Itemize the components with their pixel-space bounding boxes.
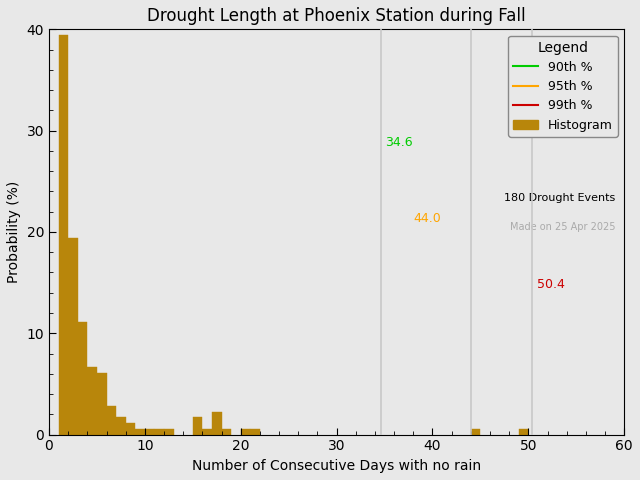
Bar bbox=[241, 429, 250, 434]
Bar bbox=[519, 429, 529, 434]
Y-axis label: Probability (%): Probability (%) bbox=[7, 181, 21, 283]
Bar bbox=[471, 429, 481, 434]
Bar bbox=[250, 429, 260, 434]
Bar bbox=[97, 373, 106, 434]
Bar bbox=[125, 423, 135, 434]
Bar bbox=[154, 429, 164, 434]
Bar bbox=[145, 429, 154, 434]
Text: 44.0: 44.0 bbox=[413, 212, 441, 225]
Bar bbox=[193, 418, 202, 434]
X-axis label: Number of Consecutive Days with no rain: Number of Consecutive Days with no rain bbox=[192, 459, 481, 473]
Bar bbox=[106, 406, 116, 434]
Bar bbox=[135, 429, 145, 434]
Bar bbox=[77, 322, 87, 434]
Text: 34.6: 34.6 bbox=[385, 136, 413, 149]
Bar bbox=[116, 418, 125, 434]
Bar bbox=[164, 429, 173, 434]
Title: Drought Length at Phoenix Station during Fall: Drought Length at Phoenix Station during… bbox=[147, 7, 526, 25]
Bar bbox=[87, 367, 97, 434]
Bar bbox=[212, 412, 221, 434]
Bar bbox=[221, 429, 231, 434]
Bar bbox=[68, 238, 77, 434]
Bar bbox=[202, 429, 212, 434]
Text: 50.4: 50.4 bbox=[537, 277, 565, 290]
Text: 180 Drought Events: 180 Drought Events bbox=[504, 193, 616, 204]
Bar bbox=[59, 36, 68, 434]
Text: Made on 25 Apr 2025: Made on 25 Apr 2025 bbox=[510, 222, 616, 232]
Legend: 90th %, 95th %, 99th %, Histogram: 90th %, 95th %, 99th %, Histogram bbox=[508, 36, 618, 136]
